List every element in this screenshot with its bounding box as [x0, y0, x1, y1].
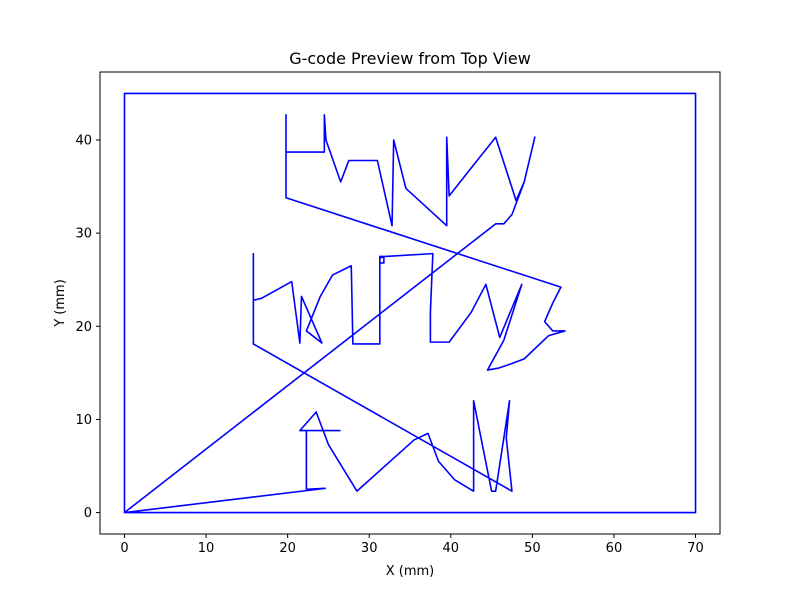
x-tick-label: 70: [687, 541, 704, 556]
y-tick-label: 30: [75, 227, 92, 242]
y-axis-label: Y (mm): [53, 279, 68, 328]
x-tick-label: 10: [198, 541, 215, 556]
x-tick-label: 20: [279, 541, 296, 556]
y-tick-label: 20: [75, 320, 92, 335]
x-tick-label: 40: [443, 541, 460, 556]
series-layer: [123, 92, 697, 514]
x-tick-label: 30: [361, 541, 378, 556]
y-tick-label: 10: [75, 413, 92, 428]
y-tick-label: 40: [75, 133, 92, 148]
y-tick-label: 0: [84, 506, 92, 521]
plot-frame: [99, 71, 721, 535]
x-tick-label: 0: [120, 541, 128, 556]
chart-title: G-code Preview from Top View: [289, 49, 531, 68]
x-axis-label: X (mm): [386, 564, 435, 579]
toolpath-line: [123, 92, 697, 514]
x-tick-label: 60: [606, 541, 623, 556]
y-axis: 0 10 20 30 40: [75, 133, 100, 521]
x-tick-label: 50: [524, 541, 541, 556]
x-axis: 0 10 20 30 40 50 60 70: [120, 534, 704, 556]
